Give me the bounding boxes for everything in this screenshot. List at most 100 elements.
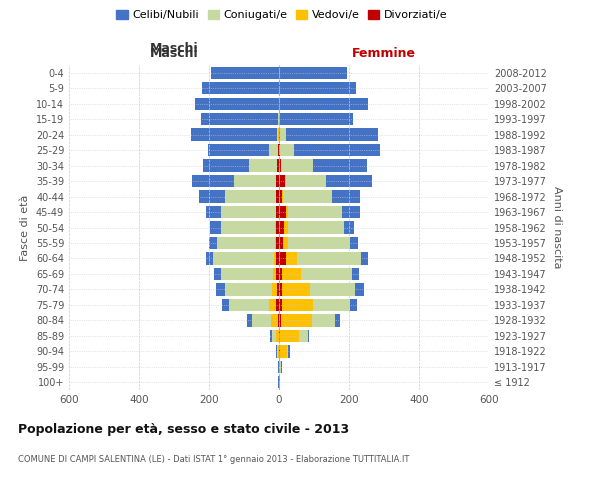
Bar (225, 283, 272, 296)
Bar (278, 128, 279, 141)
Bar (203, 160, 248, 172)
Bar (279, 206, 286, 218)
Bar (288, 206, 342, 218)
Bar (280, 360, 281, 373)
Bar (206, 252, 213, 264)
Bar (274, 268, 276, 280)
Y-axis label: Fasce di età: Fasce di età (20, 194, 30, 260)
Bar (279, 113, 280, 126)
Bar (229, 298, 269, 311)
Bar (352, 268, 359, 280)
Y-axis label: Anni di nascita: Anni di nascita (552, 186, 562, 269)
Text: Femmine: Femmine (352, 47, 416, 60)
Bar (202, 113, 278, 126)
Bar (281, 360, 282, 373)
Bar (282, 268, 301, 280)
Bar (202, 82, 279, 94)
Bar (214, 268, 221, 280)
Bar (279, 330, 280, 342)
Bar (205, 206, 221, 218)
Bar (275, 190, 276, 202)
Bar (355, 283, 364, 296)
Bar (221, 268, 274, 280)
Bar (277, 345, 278, 358)
Bar (279, 98, 368, 110)
Bar (286, 252, 296, 264)
Bar (295, 144, 380, 156)
Bar (275, 237, 276, 249)
Bar (213, 252, 274, 264)
Bar (301, 268, 352, 280)
Bar (208, 144, 269, 156)
Bar (276, 345, 277, 358)
Bar (276, 268, 279, 280)
Bar (284, 222, 288, 234)
Bar (276, 190, 279, 202)
Bar (312, 314, 335, 326)
Bar (211, 66, 279, 79)
Bar (279, 376, 280, 388)
Bar (233, 175, 275, 188)
Bar (279, 190, 282, 202)
Bar (199, 190, 225, 202)
Bar (279, 268, 282, 280)
Bar (279, 144, 280, 156)
Bar (350, 237, 358, 249)
Bar (279, 252, 286, 264)
Bar (275, 175, 276, 188)
Bar (225, 190, 275, 202)
Bar (277, 128, 278, 141)
Bar (275, 206, 276, 218)
Bar (280, 330, 299, 342)
Bar (280, 345, 287, 358)
Bar (332, 190, 360, 202)
Bar (221, 206, 275, 218)
Bar (342, 206, 359, 218)
Bar (277, 160, 279, 172)
Bar (283, 190, 332, 202)
Bar (276, 252, 279, 264)
Bar (279, 360, 280, 373)
Bar (282, 283, 310, 296)
Bar (221, 222, 275, 234)
Bar (276, 175, 279, 188)
Bar (275, 222, 279, 234)
Bar (209, 237, 217, 249)
Bar (275, 330, 279, 342)
Bar (269, 298, 276, 311)
Bar (279, 314, 281, 326)
Bar (279, 237, 283, 249)
Bar (210, 222, 221, 234)
Bar (286, 175, 326, 188)
Bar (217, 237, 275, 249)
Bar (191, 128, 277, 141)
Bar (272, 330, 275, 342)
Legend: Celibi/Nubili, Coniugati/e, Vedovi/e, Divorziati/e: Celibi/Nubili, Coniugati/e, Vedovi/e, Di… (112, 6, 452, 25)
Bar (296, 252, 361, 264)
Bar (222, 298, 229, 311)
Text: COMUNE DI CAMPI SALENTINA (LE) - Dati ISTAT 1° gennaio 2013 - Elaborazione TUTTI: COMUNE DI CAMPI SALENTINA (LE) - Dati IS… (18, 455, 409, 464)
Bar (350, 298, 357, 311)
Text: Maschi: Maschi (149, 42, 199, 55)
Bar (308, 330, 310, 342)
Bar (281, 314, 312, 326)
Bar (279, 82, 356, 94)
Bar (276, 237, 279, 249)
Bar (281, 160, 313, 172)
Bar (247, 314, 252, 326)
Bar (279, 66, 347, 79)
Bar (279, 175, 286, 188)
Bar (286, 206, 288, 218)
Bar (272, 283, 277, 296)
Bar (276, 298, 279, 311)
Bar (279, 160, 281, 172)
Bar (278, 376, 279, 388)
Bar (274, 252, 276, 264)
Bar (282, 298, 313, 311)
Bar (269, 144, 278, 156)
Bar (252, 314, 271, 326)
Bar (191, 175, 233, 188)
Bar (289, 237, 350, 249)
Bar (310, 283, 355, 296)
Bar (280, 113, 353, 126)
